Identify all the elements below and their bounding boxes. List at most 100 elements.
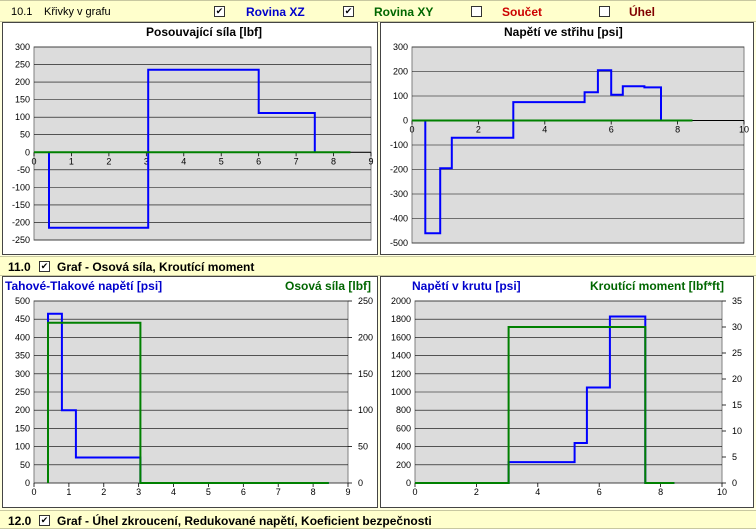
section-12-bar: 12.0 ✔ Graf - Úhel zkroucení, Redukované… — [0, 510, 756, 529]
y2-tick-label: 50 — [358, 442, 368, 452]
y-tick-label: 50 — [20, 130, 30, 140]
y-tick-label: 0 — [403, 116, 408, 126]
section-label: Křivky v grafu — [44, 6, 111, 18]
x-tick-label: 0 — [31, 487, 36, 497]
y2-tick-label: 100 — [358, 405, 373, 415]
section-number: 10.1 — [11, 6, 33, 18]
y-tick-label: -300 — [390, 189, 408, 199]
y-tick-label: -100 — [390, 140, 408, 150]
label-uhel: Úhel — [629, 5, 656, 19]
x-tick-label: 4 — [542, 125, 547, 135]
y-tick-label: 200 — [396, 460, 411, 470]
y2-tick-label: 0 — [732, 478, 737, 488]
y2-tick-label: 200 — [358, 332, 373, 342]
chart-axial-stress: 0501001502002503003504004505000501001502… — [15, 296, 373, 497]
y-tick-label: 0 — [406, 478, 411, 488]
label-rovina-xz: Rovina XZ — [246, 5, 305, 19]
section-11-number: 11.0 — [8, 260, 31, 274]
checkbox-soucet[interactable] — [471, 6, 482, 17]
x-tick-label: 0 — [31, 156, 36, 166]
y-tick-label: 0 — [25, 147, 30, 157]
y2-tick-label: 15 — [732, 400, 742, 410]
y2-tick-label: 150 — [358, 369, 373, 379]
x-tick-label: 4 — [171, 487, 176, 497]
y-tick-label: 1600 — [391, 332, 411, 342]
x-tick-label: 1 — [69, 156, 74, 166]
y-tick-label: 450 — [15, 314, 30, 324]
checkbox-rovina-xy[interactable]: ✔ — [343, 6, 354, 17]
y-tick-label: 250 — [15, 387, 30, 397]
x-tick-label: 3 — [136, 487, 141, 497]
y-tick-label: 150 — [15, 423, 30, 433]
x-tick-label: 6 — [256, 156, 261, 166]
y-tick-label: 2000 — [391, 296, 411, 306]
y-tick-label: 100 — [393, 91, 408, 101]
series-line-0 — [424, 69, 693, 235]
y2-tick-label: 35 — [732, 296, 742, 306]
x-tick-label: 7 — [294, 156, 299, 166]
section-12-label: Graf - Úhel zkroucení, Redukované napětí… — [57, 514, 432, 528]
x-tick-label: 10 — [739, 125, 749, 135]
x-tick-label: 4 — [535, 487, 540, 497]
chart-title-secondary: Kroutící moment [lbf*ft] — [590, 279, 724, 293]
checkbox-rovina-xz[interactable]: ✔ — [214, 6, 225, 17]
chart-torsion: 0200400600800100012001400160018002000051… — [391, 296, 742, 497]
y2-tick-label: 25 — [732, 348, 742, 358]
series-line-1 — [47, 321, 329, 484]
section-11-label: Graf - Osová síla, Kroutící moment — [57, 260, 255, 274]
chart-panel-torsion: Napětí v krutu [psi] Kroutící moment [lb… — [380, 276, 754, 508]
y-tick-label: 1800 — [391, 314, 411, 324]
y-tick-label: 100 — [15, 442, 30, 452]
checkbox-section-11[interactable]: ✔ — [39, 261, 50, 272]
header-bar: 10.1 Křivky v grafu ✔ Rovina XZ ✔ Rovina… — [0, 0, 756, 22]
chart-title: Tahové-Tlakové napětí [psi] — [5, 279, 163, 293]
x-tick-label: 10 — [717, 487, 727, 497]
x-tick-label: 9 — [368, 156, 373, 166]
x-tick-label: 8 — [658, 487, 663, 497]
label-rovina-xy: Rovina XY — [374, 5, 434, 19]
y-tick-label: 300 — [15, 42, 30, 52]
y-tick-label: 150 — [15, 95, 30, 105]
x-tick-label: 3 — [144, 156, 149, 166]
x-tick-label: 6 — [597, 487, 602, 497]
y-tick-label: 200 — [15, 405, 30, 415]
y-tick-label: 100 — [15, 112, 30, 122]
x-tick-label: 6 — [241, 487, 246, 497]
y2-tick-label: 20 — [732, 374, 742, 384]
chart-title: Posouvající síla [lbf] — [146, 25, 263, 39]
x-tick-label: 2 — [106, 156, 111, 166]
y-tick-label: -200 — [390, 165, 408, 175]
y-tick-label: -250 — [12, 235, 30, 245]
y2-tick-label: 5 — [732, 452, 737, 462]
checkbox-section-12[interactable]: ✔ — [39, 515, 50, 526]
y-tick-label: 500 — [15, 296, 30, 306]
y-tick-label: 400 — [396, 442, 411, 452]
chart-panel-shear-stress: Napětí ve střihu [psi] -500 -400 -300 -200 -… — [380, 22, 754, 255]
x-tick-label: 2 — [474, 487, 479, 497]
y-tick-label: 0 — [25, 478, 30, 488]
x-tick-label: 5 — [219, 156, 224, 166]
chart-title-secondary: Osová síla [lbf] — [285, 279, 372, 293]
y-tick-label: 200 — [393, 67, 408, 77]
x-tick-label: 1 — [66, 487, 71, 497]
x-tick-label: 9 — [345, 487, 350, 497]
y-tick-label: 300 — [393, 42, 408, 52]
chart-title: Napětí ve střihu [psi] — [504, 25, 623, 39]
y-tick-label: 1200 — [391, 369, 411, 379]
y2-tick-label: 30 — [732, 322, 742, 332]
x-tick-label: 8 — [675, 125, 680, 135]
x-tick-label: 0 — [412, 487, 417, 497]
y2-tick-label: 10 — [732, 426, 742, 436]
y-tick-label: 1400 — [391, 351, 411, 361]
chart-title: Napětí v krutu [psi] — [412, 279, 521, 293]
x-tick-label: 5 — [206, 487, 211, 497]
x-tick-label: 4 — [181, 156, 186, 166]
checkbox-uhel[interactable] — [599, 6, 610, 17]
y-tick-label: 200 — [15, 77, 30, 87]
y-tick-label: 50 — [20, 460, 30, 470]
x-tick-label: 0 — [409, 125, 414, 135]
y-tick-label: 400 — [15, 332, 30, 342]
y-tick-label: -100 — [12, 182, 30, 192]
